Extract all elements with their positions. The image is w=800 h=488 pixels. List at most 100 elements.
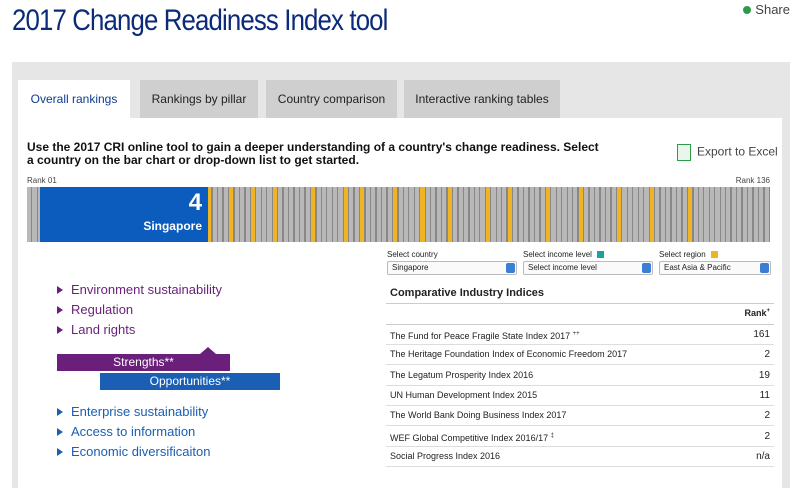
pillar-name[interactable]: Regulation [71, 302, 134, 317]
country-stripe[interactable] [431, 187, 436, 242]
country-stripe[interactable] [682, 187, 687, 242]
pillar-item[interactable]: Regulation [57, 302, 133, 317]
country-stripe[interactable] [343, 187, 349, 242]
income-dropdown[interactable]: Select income level [523, 261, 653, 275]
country-stripe[interactable] [540, 187, 545, 242]
country-stripe[interactable] [677, 187, 682, 242]
country-stripe[interactable] [480, 187, 485, 242]
country-stripe[interactable] [633, 187, 638, 242]
country-stripe[interactable] [354, 187, 359, 242]
tab[interactable]: Rankings by pillar [140, 80, 258, 118]
country-stripe[interactable] [447, 187, 452, 242]
country-stripe[interactable] [627, 187, 633, 242]
country-stripe[interactable] [589, 187, 594, 242]
country-stripe[interactable] [535, 187, 540, 242]
country-stripe[interactable] [305, 187, 310, 242]
country-stripe[interactable] [240, 187, 245, 242]
country-stripe[interactable] [693, 187, 698, 242]
country-stripe[interactable] [726, 187, 731, 242]
region-dropdown[interactable]: East Asia & Pacific [659, 261, 771, 275]
country-stripe[interactable] [223, 187, 228, 242]
country-stripe[interactable] [474, 187, 480, 242]
country-stripe[interactable] [753, 187, 758, 242]
country-stripe[interactable] [584, 187, 589, 242]
country-stripe[interactable] [311, 187, 316, 242]
country-stripe[interactable] [622, 187, 627, 242]
pillar-name[interactable]: Economic diversificaiton [71, 444, 211, 459]
country-stripe[interactable] [649, 187, 654, 242]
country-stripe[interactable] [453, 187, 458, 242]
country-stripe[interactable] [759, 187, 764, 242]
country-stripe[interactable] [32, 187, 37, 242]
tab[interactable]: Interactive ranking tables [404, 80, 560, 118]
share-label[interactable]: Share [755, 2, 790, 17]
country-stripe[interactable] [289, 187, 294, 242]
country-stripe[interactable] [617, 187, 622, 242]
pillar-name[interactable]: Land rights [71, 322, 136, 337]
country-stripe[interactable] [365, 187, 370, 242]
country-stripe[interactable] [737, 187, 742, 242]
country-stripe[interactable] [245, 187, 250, 242]
country-stripe[interactable] [524, 187, 529, 242]
country-stripe[interactable] [742, 187, 747, 242]
country-stripe[interactable] [529, 187, 534, 242]
country-stripe[interactable] [666, 187, 671, 242]
selected-country-bar[interactable]: 4 Singapore [40, 187, 208, 242]
country-stripe[interactable] [272, 187, 277, 242]
pillar-name[interactable]: Enterprise sustainability [71, 404, 209, 419]
country-stripe[interactable] [573, 187, 578, 242]
country-stripe[interactable] [507, 187, 512, 242]
country-stripe[interactable] [562, 187, 567, 242]
country-stripe[interactable] [671, 187, 676, 242]
country-stripe[interactable] [207, 187, 212, 242]
pillar-item[interactable]: Economic diversificaiton [57, 444, 210, 459]
country-stripe[interactable] [234, 187, 239, 242]
country-stripe[interactable] [731, 187, 736, 242]
country-stripe[interactable] [748, 187, 753, 242]
pillar-name[interactable]: Environment sustainability [71, 282, 223, 297]
country-stripe[interactable] [764, 187, 769, 242]
country-stripe[interactable] [556, 187, 562, 242]
pillar-item[interactable]: Environment sustainability [57, 282, 222, 297]
country-stripe[interactable] [256, 187, 261, 242]
tab[interactable]: Overall rankings [18, 80, 130, 118]
country-stripe[interactable] [267, 187, 272, 242]
country-stripe[interactable] [261, 187, 267, 242]
country-stripe[interactable] [715, 187, 720, 242]
country-stripe[interactable] [578, 187, 583, 242]
country-stripe[interactable] [425, 187, 430, 242]
country-stripe[interactable] [316, 187, 321, 242]
country-stripe[interactable] [709, 187, 715, 242]
country-stripe[interactable] [371, 187, 376, 242]
country-stripe[interactable] [698, 187, 704, 242]
country-stripe[interactable] [513, 187, 518, 242]
country-stripe[interactable] [518, 187, 523, 242]
country-stripe[interactable] [496, 187, 501, 242]
pillar-name[interactable]: Access to information [71, 424, 196, 439]
country-stripe[interactable] [595, 187, 600, 242]
country-stripe[interactable] [502, 187, 507, 242]
country-stripe[interactable] [382, 187, 387, 242]
country-stripe[interactable] [600, 187, 605, 242]
country-stripe[interactable] [398, 187, 403, 242]
pillar-item[interactable]: Enterprise sustainability [57, 404, 208, 419]
export-label[interactable]: Export to Excel [697, 144, 778, 159]
country-stripe[interactable] [464, 187, 469, 242]
country-stripe[interactable] [442, 187, 447, 242]
country-stripe[interactable] [322, 187, 327, 242]
country-stripe[interactable] [546, 187, 551, 242]
country-dropdown[interactable]: Singapore [387, 261, 517, 275]
country-stripe[interactable] [403, 187, 409, 242]
country-stripe[interactable] [250, 187, 256, 242]
country-stripe[interactable] [567, 187, 573, 242]
country-stripe[interactable] [278, 187, 283, 242]
country-stripe[interactable] [606, 187, 611, 242]
country-stripe[interactable] [349, 187, 354, 242]
country-stripe[interactable] [294, 187, 299, 242]
country-stripe[interactable] [720, 187, 725, 242]
country-stripe[interactable] [655, 187, 660, 242]
country-stripe[interactable] [660, 187, 665, 242]
country-stripe[interactable] [360, 187, 365, 242]
country-stripe[interactable] [327, 187, 332, 242]
country-stripe[interactable] [414, 187, 420, 242]
